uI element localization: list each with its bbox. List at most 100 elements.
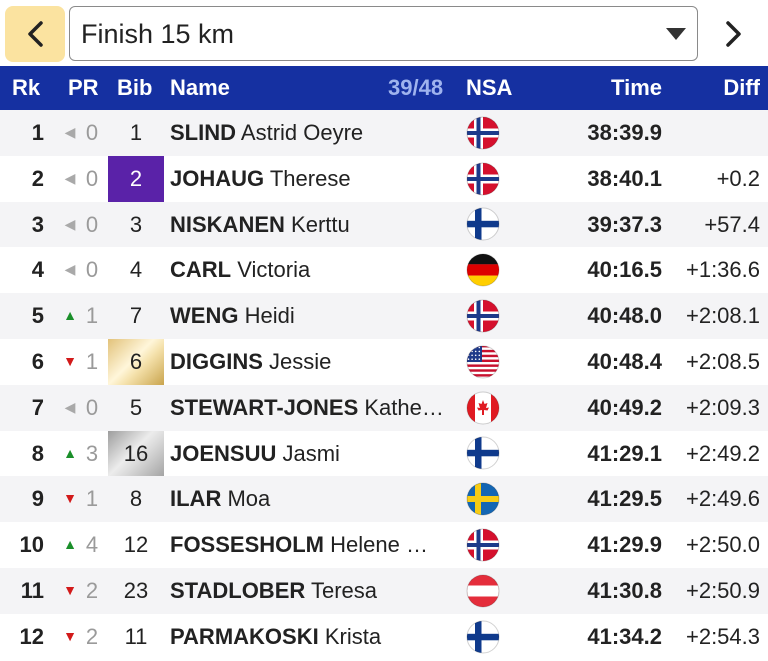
position-change: 0 (85, 165, 99, 191)
rank: 5 (31, 303, 44, 329)
finish-time: 40:49.2 (587, 394, 662, 420)
flag-icon (466, 385, 500, 431)
athlete-first-name: Moa (227, 486, 271, 512)
rank: 7 (31, 394, 44, 420)
table-row[interactable]: 9 ▼ 1 8 ILAR Moa 41:29.5 +2:49.6 (0, 476, 768, 523)
flag-icon (466, 568, 500, 614)
chevron-right-icon (726, 21, 741, 47)
athlete-first-name: Victoria (237, 257, 311, 283)
table-row[interactable]: 6 ▼ 1 6 DIGGINS Jessie 40:48.4 +2:08.5 (0, 338, 768, 385)
header-time[interactable]: Time (611, 75, 662, 100)
athlete-first-name: Jasmi (282, 440, 340, 466)
header-rank[interactable]: Rk (12, 75, 41, 100)
athlete-name[interactable]: ILAR Moa (170, 476, 462, 522)
position-change: 2 (85, 577, 99, 603)
table-row[interactable]: 10 ▲ 4 12 FOSSESHOLM Helene … 41:29.9 +2:50.0 (0, 522, 768, 568)
position-change: 0 (85, 120, 99, 145)
finish-time: 41:29.5 (587, 486, 662, 512)
header-position-change[interactable]: PR (68, 75, 99, 100)
athlete-last-name: PARMAKOSKI (170, 623, 319, 649)
finish-time: 38:39.9 (587, 120, 662, 145)
flag-icon (466, 202, 500, 248)
table-row[interactable]: 1 ◀ 0 1 SLIND Astrid Oeyre 38:39.9 (0, 110, 768, 156)
athlete-name[interactable]: SLIND Astrid Oeyre (170, 110, 462, 156)
arrow-up-icon: ▲ (63, 444, 77, 461)
finish-time: 41:30.8 (587, 577, 662, 603)
time-difference: +2:54.3 (685, 623, 760, 649)
finish-time: 38:40.1 (587, 165, 662, 191)
rank: 1 (31, 120, 44, 145)
table-row[interactable]: 4 ◀ 0 4 CARL Victoria 40:16.5 +1:36.6 (0, 247, 768, 294)
athlete-name[interactable]: JOHAUG Therese (170, 156, 462, 202)
athlete-name[interactable]: FOSSESHOLM Helene … (170, 522, 462, 568)
race-select-value: Finish 15 km (81, 19, 235, 49)
arrow-up-icon: ▲ (63, 536, 77, 553)
table-row[interactable]: 7 ◀ 0 5 STEWART-JONES Kathe… 40:49.2 +2:09.3 (0, 384, 768, 431)
race-select-dropdown[interactable]: Finish 15 km (69, 6, 698, 61)
flag-icon (466, 614, 500, 660)
table-row[interactable]: 12 ▼ 2 11 PARMAKOSKI Krista 41:34.2 +2:54.3 (0, 613, 768, 660)
athlete-last-name: STADLOBER (170, 577, 306, 603)
flag-icon (466, 476, 500, 522)
previous-race-button[interactable] (5, 6, 65, 62)
results-table-body: 1 ◀ 0 1 SLIND Astrid Oeyre 38:39.9 2 ◀ 0 2 JOHAUG … (0, 110, 768, 660)
table-row[interactable]: 11 ▼ 2 23 STADLOBER Teresa 41:30.8 +2:50.9 (0, 567, 768, 614)
athlete-last-name: NISKANEN (170, 211, 285, 237)
arrow-up-icon: ▲ (63, 307, 77, 324)
arrow-left-icon: ◀ (64, 124, 76, 140)
next-race-button[interactable] (704, 6, 764, 62)
table-row[interactable]: 8 ▲ 3 16 JOENSUU Jasmi 41:29.1 +2:49.2 (0, 430, 768, 477)
arrow-left-icon: ◀ (64, 398, 76, 415)
time-difference: +2:08.5 (685, 348, 760, 374)
athlete-name[interactable]: DIGGINS Jessie (170, 339, 462, 385)
bib-number: 8 (129, 486, 143, 512)
rank: 10 (19, 532, 44, 558)
athlete-last-name: WENG (170, 303, 239, 329)
athlete-name[interactable]: CARL Victoria (170, 247, 462, 293)
header-nsa[interactable]: NSA (466, 75, 513, 100)
position-change: 1 (85, 486, 99, 512)
athlete-first-name: Heidi (244, 303, 295, 329)
table-row[interactable]: 3 ◀ 0 3 NISKANEN Kerttu 39:37.3 +57.4 (0, 201, 768, 248)
rank: 2 (31, 165, 44, 191)
arrow-left-icon: ◀ (64, 261, 76, 278)
athlete-last-name: JOENSUU (170, 440, 277, 466)
athlete-first-name: Therese (269, 165, 351, 191)
flag-icon (466, 247, 500, 293)
flag-icon (466, 293, 500, 339)
athlete-name[interactable]: PARMAKOSKI Krista (170, 614, 462, 660)
position-change: 2 (85, 623, 99, 649)
table-row[interactable]: 5 ▲ 1 7 WENG Heidi 40:48.0 +2:08.1 (0, 293, 768, 339)
finish-time: 41:29.1 (587, 440, 662, 466)
finished-count: 39/48 (388, 75, 444, 100)
time-difference: +57.4 (704, 211, 760, 237)
athlete-first-name: Kerttu (291, 211, 350, 237)
athlete-name[interactable]: STADLOBER Teresa (170, 568, 462, 614)
rank: 9 (31, 486, 44, 512)
results-table-header: Rk PR Bib Name 39/48 NSA Time Diff (0, 66, 768, 110)
bib-number: 12 (123, 532, 149, 558)
arrow-down-icon: ▼ (63, 627, 77, 644)
time-difference: +0.2 (716, 165, 760, 191)
flag-icon (466, 110, 500, 156)
top-bar: Finish 15 km (0, 0, 768, 66)
header-name[interactable]: Name (170, 75, 230, 100)
header-bib[interactable]: Bib (117, 75, 153, 100)
athlete-name[interactable]: STEWART-JONES Kathe… (170, 385, 462, 431)
arrow-left-icon: ◀ (64, 215, 76, 232)
athlete-name[interactable]: NISKANEN Kerttu (170, 202, 462, 248)
position-change: 4 (85, 532, 99, 558)
bib-number: 7 (129, 303, 143, 329)
chevron-left-icon (28, 21, 43, 47)
rank: 8 (31, 440, 44, 466)
athlete-name[interactable]: JOENSUU Jasmi (170, 431, 462, 477)
athlete-name[interactable]: WENG Heidi (170, 293, 462, 339)
finish-time: 41:34.2 (587, 623, 662, 649)
arrow-down-icon: ▼ (63, 352, 77, 369)
finish-time: 40:48.4 (587, 348, 662, 374)
table-row[interactable]: 2 ◀ 0 2 JOHAUG Therese 38:40.1 +0.2 (0, 155, 768, 202)
header-diff[interactable]: Diff (723, 75, 760, 100)
position-change: 0 (85, 211, 99, 237)
athlete-last-name: JOHAUG (170, 165, 265, 191)
time-difference: +1:36.6 (685, 257, 760, 283)
